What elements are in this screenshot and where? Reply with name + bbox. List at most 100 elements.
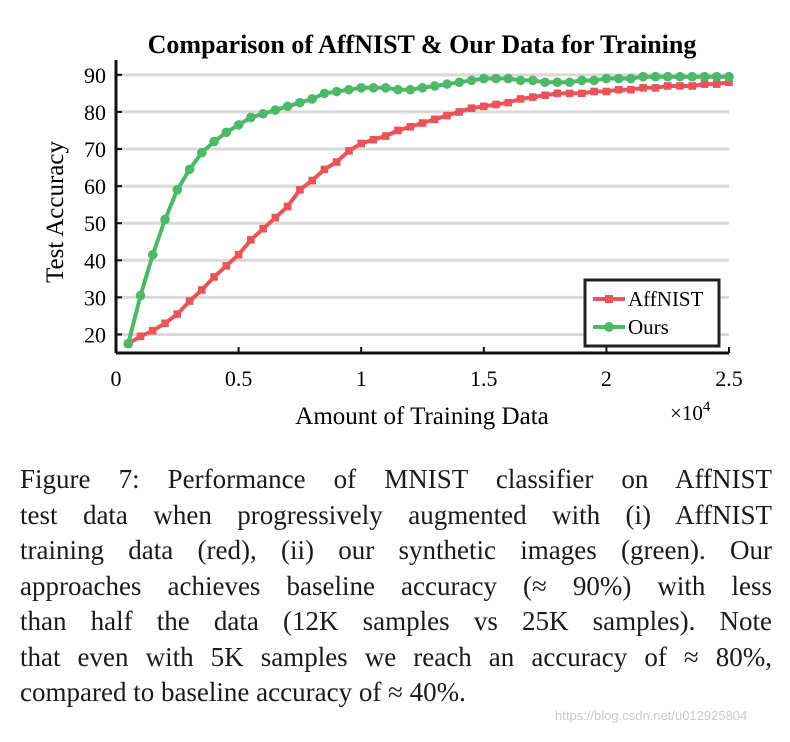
data-point xyxy=(613,73,624,84)
x-tick-label: 0 xyxy=(111,366,122,391)
data-point xyxy=(577,75,587,86)
data-point xyxy=(663,82,672,90)
data-point xyxy=(197,147,207,158)
data-point xyxy=(602,87,611,96)
data-point xyxy=(662,71,673,82)
data-point xyxy=(564,77,575,88)
data-point xyxy=(711,71,722,82)
data-point xyxy=(626,73,636,84)
data-point xyxy=(209,136,219,147)
y-tick-label: 50 xyxy=(84,211,106,236)
axes xyxy=(114,60,729,355)
y-tick-label: 30 xyxy=(84,285,106,310)
data-point xyxy=(724,71,734,82)
data-point xyxy=(467,104,476,113)
data-point xyxy=(650,71,661,82)
data-point xyxy=(222,262,231,270)
data-point xyxy=(541,91,549,100)
data-point xyxy=(688,82,697,90)
data-point xyxy=(528,75,538,86)
series-affnist xyxy=(124,78,733,348)
y-tick-label: 90 xyxy=(84,63,106,88)
caption-line: Figure 7: Performance of MNIST classifie… xyxy=(20,464,772,494)
data-point xyxy=(259,224,267,233)
watermark: https://blog.csdn.net/u012925804 xyxy=(555,708,748,723)
data-point xyxy=(589,75,599,86)
y-tick-label: 70 xyxy=(84,137,106,162)
data-point xyxy=(466,75,477,86)
data-point xyxy=(553,89,562,98)
data-point xyxy=(135,290,146,301)
y-ticks: 20 30 40 50 60 70 80 90 xyxy=(84,63,122,347)
data-point xyxy=(345,147,353,155)
data-point xyxy=(319,88,330,99)
data-point xyxy=(687,71,698,82)
legend: AffNIST Ours xyxy=(583,278,721,348)
data-point xyxy=(578,89,586,98)
data-point xyxy=(247,236,255,244)
data-point xyxy=(123,338,134,349)
data-point xyxy=(417,83,428,93)
x-multiplier-exponent: 4 xyxy=(703,399,711,415)
data-point xyxy=(369,135,378,144)
data-point xyxy=(210,273,218,281)
data-point xyxy=(283,202,292,211)
data-point xyxy=(258,108,268,119)
data-point xyxy=(357,139,365,148)
data-point xyxy=(442,79,452,89)
x-tick-label: 1.5 xyxy=(470,366,498,391)
data-point xyxy=(394,126,402,135)
y-tick-label: 60 xyxy=(84,174,106,199)
figure-caption: Figure 7: Performance of MNIST classifie… xyxy=(20,462,772,711)
data-point xyxy=(443,111,451,120)
legend-label-ours: Ours xyxy=(628,315,669,339)
data-point xyxy=(332,158,341,166)
data-point xyxy=(504,98,513,107)
data-point xyxy=(368,83,379,93)
x-ticks: 0 0.5 1 1.5 2 2.5 xyxy=(111,347,743,391)
data-point xyxy=(455,108,464,116)
data-point xyxy=(601,73,612,84)
data-point xyxy=(418,119,427,127)
data-point xyxy=(540,77,550,88)
x-tick-label: 2.5 xyxy=(715,366,743,391)
x-tick-label: 0.5 xyxy=(225,366,253,391)
y-tick-label: 40 xyxy=(84,248,106,273)
x-tick-label: 2 xyxy=(601,366,612,391)
chart-title: Comparison of AffNIST & Our Data for Tra… xyxy=(148,30,697,59)
data-point xyxy=(161,319,169,328)
data-point xyxy=(148,326,157,335)
legend-label-affnist: AffNIST xyxy=(628,287,704,311)
series-ours xyxy=(123,71,734,349)
data-point xyxy=(712,80,721,88)
data-point xyxy=(160,214,170,225)
data-point xyxy=(676,82,684,90)
data-point xyxy=(700,80,709,88)
data-point xyxy=(725,78,733,87)
data-point xyxy=(406,122,415,131)
data-point xyxy=(172,185,183,195)
caption-line: than half the data (12K samples vs 25K s… xyxy=(20,606,772,636)
x-axis-label: Amount of Training Data xyxy=(295,403,548,430)
y-tick-label: 20 xyxy=(84,322,106,347)
data-point xyxy=(308,176,316,185)
legend-box xyxy=(583,278,721,348)
legend-marker-affnist xyxy=(605,295,613,303)
data-point xyxy=(282,101,293,112)
data-point xyxy=(492,100,500,109)
data-point xyxy=(515,75,526,86)
data-point xyxy=(198,286,206,294)
caption-line: approaches achieves baseline accuracy (≈… xyxy=(20,570,772,601)
data-point xyxy=(185,297,194,305)
data-point xyxy=(590,87,598,96)
chart: Comparison of AffNIST & Our Data for Tra… xyxy=(42,30,743,430)
data-point xyxy=(320,165,329,174)
data-point xyxy=(639,84,647,92)
data-point xyxy=(516,95,525,103)
data-point xyxy=(638,71,648,82)
data-point xyxy=(344,84,354,95)
legend-marker-ours xyxy=(604,322,614,332)
data-point xyxy=(246,112,256,123)
data-point xyxy=(331,86,342,97)
data-point xyxy=(307,94,317,104)
